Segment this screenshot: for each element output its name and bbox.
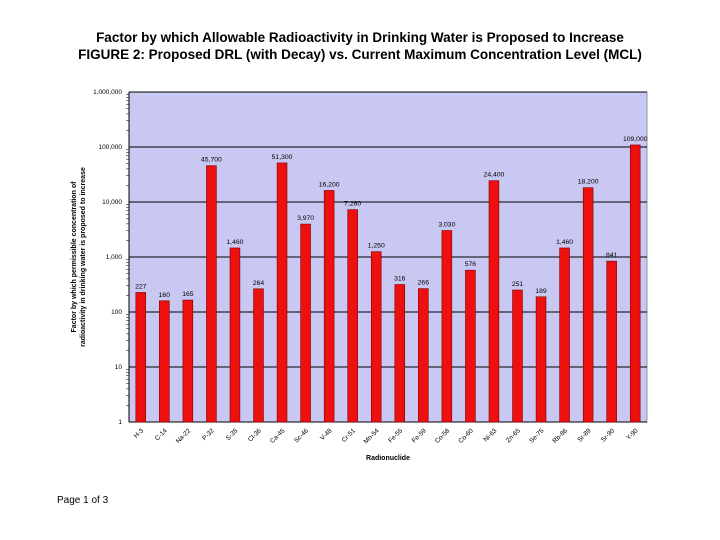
bar-value-label: 7,260 bbox=[344, 201, 361, 208]
bar-value-label: 316 bbox=[394, 276, 406, 283]
y-tick-label: 10,000 bbox=[102, 199, 122, 206]
bar-sr-90 bbox=[606, 260, 617, 423]
bar-p-32 bbox=[206, 165, 217, 423]
bar-value-label: 24,400 bbox=[484, 172, 505, 179]
bar-value-label: 1,460 bbox=[226, 239, 243, 246]
bar-value-label: 3,030 bbox=[438, 222, 455, 229]
bar-value-label: 18,200 bbox=[578, 179, 599, 186]
bar-cl-36 bbox=[253, 288, 264, 423]
y-tick-label: 10 bbox=[115, 364, 123, 371]
bar-s-35 bbox=[229, 247, 241, 423]
bar-value-label: 3,970 bbox=[297, 215, 314, 222]
bar-value-label: 227 bbox=[135, 283, 147, 290]
x-tick-label: C-14 bbox=[154, 427, 169, 442]
bar-value-label: 841 bbox=[606, 252, 618, 259]
x-tick-label: S-35 bbox=[225, 427, 240, 442]
y-tick-label: 1,000,000 bbox=[93, 89, 122, 96]
x-tick-label: Cr-51 bbox=[341, 427, 358, 444]
bar-mn-54 bbox=[370, 251, 382, 423]
bar-value-label: 16,200 bbox=[319, 181, 340, 188]
bar-sr-89 bbox=[582, 187, 594, 423]
bar-value-label: 1,250 bbox=[368, 243, 385, 250]
bar-sc-46 bbox=[300, 223, 311, 423]
bar-v-48 bbox=[323, 190, 335, 423]
x-tick-label: Sr-89 bbox=[576, 427, 592, 443]
bar-na-22 bbox=[182, 299, 194, 423]
bar-value-label: 160 bbox=[159, 292, 171, 299]
x-tick-label: Co-58 bbox=[434, 427, 452, 445]
bar-y-90 bbox=[629, 144, 641, 423]
bar-fe-55 bbox=[394, 284, 406, 423]
bar-ca-45 bbox=[276, 162, 288, 423]
x-tick-label: Sc-46 bbox=[293, 427, 310, 444]
x-tick-label: Cl-36 bbox=[247, 427, 263, 443]
y-axis-label-line-1: Factor by which permissible concentratio… bbox=[71, 181, 78, 333]
bar-value-label: 264 bbox=[253, 280, 265, 287]
bar-value-label: 576 bbox=[465, 261, 477, 268]
x-tick-label: Se-75 bbox=[528, 427, 545, 444]
x-tick-label: Y-90 bbox=[625, 427, 640, 442]
bar-value-label: 251 bbox=[512, 281, 524, 288]
chart-title: Factor by which Allowable Radioactivity … bbox=[96, 30, 624, 45]
bar-cr-51 bbox=[347, 209, 358, 423]
x-axis-label: Radionuclide bbox=[366, 455, 410, 462]
y-tick-label: 100,000 bbox=[99, 144, 123, 151]
x-tick-label: Fe-55 bbox=[387, 427, 404, 444]
x-tick-label: Rb-86 bbox=[552, 427, 570, 445]
x-tick-label: Ca-45 bbox=[269, 427, 287, 445]
bar-rb-86 bbox=[559, 247, 570, 423]
y-tick-label: 100 bbox=[111, 309, 122, 316]
bar-value-label: 45,700 bbox=[201, 157, 222, 164]
page-footer: Page 1 of 3 bbox=[57, 495, 109, 506]
bar-fe-59 bbox=[418, 288, 429, 423]
bar-zn-65 bbox=[512, 289, 523, 423]
bar-co-60 bbox=[465, 269, 476, 423]
x-tick-label: V-48 bbox=[319, 427, 334, 442]
bar-c-14 bbox=[159, 300, 170, 423]
x-tick-label: Zn-65 bbox=[505, 427, 522, 444]
bar-se-75 bbox=[535, 296, 547, 423]
bar-value-label: 165 bbox=[182, 291, 194, 298]
bar-value-label: 1,460 bbox=[556, 239, 573, 246]
x-tick-label: H-3 bbox=[133, 427, 146, 440]
x-tick-label: Co-60 bbox=[457, 427, 475, 445]
bar-ni-63 bbox=[488, 180, 500, 423]
bar-value-label: 109,000 bbox=[623, 136, 648, 143]
bar-value-label: 266 bbox=[418, 280, 430, 287]
bar-value-label: 51,300 bbox=[272, 154, 293, 161]
x-tick-label: Fe-59 bbox=[411, 427, 428, 444]
x-tick-label: Sr-90 bbox=[600, 427, 616, 443]
y-tick-label: 1 bbox=[118, 419, 122, 426]
x-tick-label: Ni-63 bbox=[482, 427, 498, 443]
y-tick-label: 1,000 bbox=[106, 254, 123, 261]
x-tick-label: Mn-54 bbox=[363, 427, 381, 445]
x-tick-label: Na-22 bbox=[175, 427, 193, 445]
y-axis-label-line-2: radioactivity in drinking water is propo… bbox=[80, 167, 87, 347]
bar-value-label: 189 bbox=[535, 288, 547, 295]
bar-co-58 bbox=[441, 230, 453, 423]
x-tick-label: P-32 bbox=[201, 427, 216, 442]
chart-subtitle: FIGURE 2: Proposed DRL (with Decay) vs. … bbox=[78, 47, 642, 62]
bar-h-3 bbox=[135, 292, 147, 423]
